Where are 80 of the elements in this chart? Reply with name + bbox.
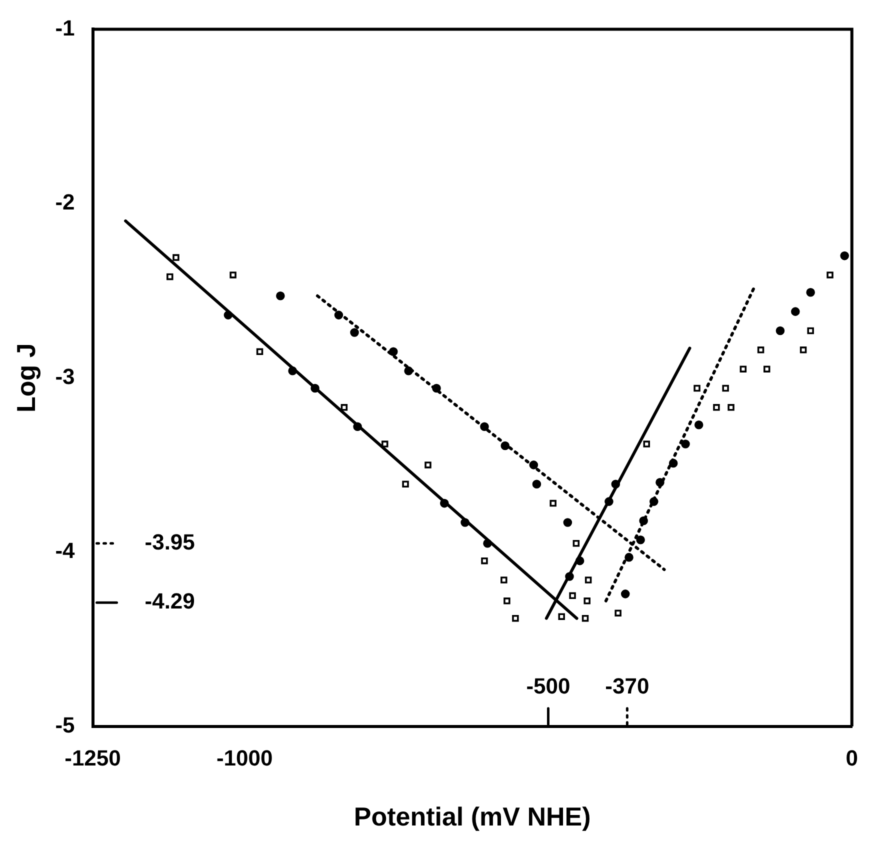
point xyxy=(636,536,645,544)
y-axis-title: Log J xyxy=(10,343,41,412)
y-tick-label: -3 xyxy=(55,364,75,389)
x-tick-label: 0 xyxy=(846,746,858,771)
y-tick-label: -1 xyxy=(55,15,75,40)
point xyxy=(582,614,589,622)
point xyxy=(668,458,678,468)
point xyxy=(404,366,413,376)
point xyxy=(256,348,264,356)
point xyxy=(694,384,700,392)
y-tick-label: -5 xyxy=(55,712,75,738)
point xyxy=(800,346,807,354)
point xyxy=(424,462,432,468)
y-tick-label: -4 xyxy=(55,538,76,564)
point xyxy=(381,440,388,448)
point xyxy=(334,310,344,320)
point xyxy=(504,598,510,604)
point xyxy=(512,614,519,622)
point xyxy=(481,557,488,564)
point xyxy=(575,556,584,566)
y-tick-label: -2 xyxy=(55,190,75,215)
x-tick-label: -1250 xyxy=(64,746,121,771)
point xyxy=(840,251,849,260)
point xyxy=(402,480,409,488)
point xyxy=(276,291,285,300)
ref-line-label: -500 xyxy=(526,673,570,698)
point xyxy=(563,518,572,527)
point xyxy=(224,310,233,320)
point xyxy=(500,441,510,450)
point xyxy=(388,347,398,356)
point xyxy=(639,516,648,526)
point xyxy=(340,404,348,411)
point xyxy=(757,346,764,354)
point xyxy=(483,538,492,548)
point xyxy=(728,404,734,411)
point xyxy=(694,420,704,430)
point xyxy=(565,572,574,581)
point xyxy=(550,500,556,507)
point xyxy=(826,272,834,278)
point xyxy=(807,327,814,334)
point xyxy=(480,422,489,432)
point xyxy=(500,576,508,584)
point xyxy=(776,326,785,336)
point xyxy=(620,590,630,598)
point xyxy=(763,366,770,372)
point xyxy=(310,384,320,393)
point xyxy=(656,478,664,487)
point xyxy=(604,497,614,506)
point xyxy=(643,440,650,448)
point xyxy=(572,540,580,547)
point xyxy=(460,518,470,527)
point xyxy=(166,273,174,280)
x-axis-title: Potential (mV NHE) xyxy=(354,802,591,832)
point xyxy=(650,497,658,506)
point xyxy=(230,272,236,278)
ref-line-label: -370 xyxy=(605,673,650,698)
point xyxy=(614,610,622,616)
point xyxy=(350,328,359,337)
point xyxy=(740,366,747,372)
ref-line-label: -3.95 xyxy=(144,529,195,554)
point xyxy=(713,404,720,411)
x-tick-label: -1000 xyxy=(216,746,273,771)
point xyxy=(806,288,815,297)
point xyxy=(558,613,565,620)
point xyxy=(172,254,180,261)
point xyxy=(532,480,542,489)
point xyxy=(440,498,449,508)
point xyxy=(353,422,362,432)
point xyxy=(681,440,690,448)
point xyxy=(584,598,590,604)
point xyxy=(288,366,297,376)
point xyxy=(584,576,592,584)
point xyxy=(611,480,620,489)
point xyxy=(624,552,634,562)
point xyxy=(529,460,538,470)
point xyxy=(432,384,441,393)
point xyxy=(791,307,800,316)
point xyxy=(722,384,729,392)
ref-line-label: -4.29 xyxy=(144,588,195,614)
point xyxy=(569,592,576,600)
